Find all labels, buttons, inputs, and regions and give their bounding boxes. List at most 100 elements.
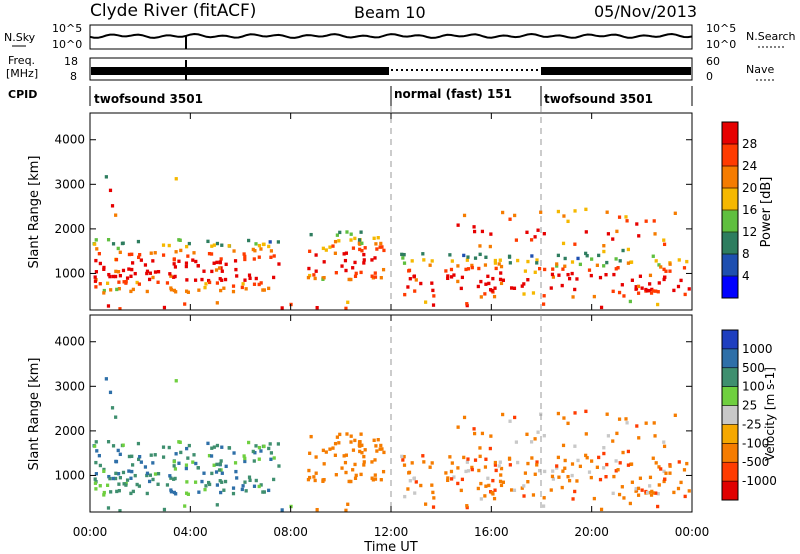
power-cell xyxy=(253,248,257,253)
power-cell xyxy=(484,282,488,286)
colorbar-swatch xyxy=(722,443,738,463)
velocity-cell xyxy=(244,489,248,493)
power-cell xyxy=(185,278,189,282)
power-cell xyxy=(231,284,236,288)
power-cell xyxy=(212,243,216,247)
power-cell xyxy=(478,252,482,257)
velocity-cell xyxy=(344,470,348,475)
power-cell xyxy=(127,252,132,257)
velocity-cell xyxy=(353,438,357,443)
velocity-cell xyxy=(635,424,639,428)
power-cell xyxy=(479,295,483,299)
nave-tick-bottom: 0 xyxy=(706,70,713,83)
power-cell xyxy=(215,260,219,265)
velocity-cell xyxy=(412,476,416,481)
velocity-cell xyxy=(147,479,152,484)
power-cell xyxy=(184,261,189,265)
velocity-cell xyxy=(673,413,677,417)
power-cell xyxy=(308,273,312,278)
power-cell xyxy=(145,271,149,276)
power-cell xyxy=(259,281,263,285)
power-cell xyxy=(450,275,454,279)
velocity-cell xyxy=(268,442,272,446)
velocity-cell xyxy=(541,504,546,508)
velocity-cell xyxy=(617,492,622,497)
power-cell xyxy=(656,302,660,307)
power-cell xyxy=(173,265,178,269)
x-axis-label: Time UT xyxy=(363,540,417,554)
velocity-cell xyxy=(137,484,142,488)
power-cell xyxy=(373,271,377,275)
velocity-cell xyxy=(450,461,454,465)
power-cell xyxy=(172,262,176,266)
velocity-cell xyxy=(193,480,198,484)
velocity-cell xyxy=(535,463,539,467)
velocity-cell xyxy=(487,483,491,488)
power-cell xyxy=(267,286,271,291)
power-cell xyxy=(493,258,497,263)
velocity-cell xyxy=(165,483,170,487)
power-cell xyxy=(578,262,582,267)
velocity-cell xyxy=(676,486,681,491)
velocity-cell xyxy=(491,478,495,483)
velocity-cell xyxy=(501,480,505,484)
power-cell xyxy=(357,238,362,242)
power-cell xyxy=(153,251,157,255)
velocity-cell xyxy=(590,459,594,463)
velocity-cell xyxy=(127,454,132,459)
velocity-y-axis: 1000 2000 3000 4000 xyxy=(54,335,692,482)
velocity-cell xyxy=(143,465,148,469)
velocity-cell xyxy=(550,474,555,479)
velocity-cell xyxy=(512,488,517,492)
velocity-cell xyxy=(247,475,252,479)
velocity-cell xyxy=(95,449,99,453)
power-cell xyxy=(450,259,454,263)
colorbar-tick-label: 25 xyxy=(742,399,757,413)
power-cell xyxy=(406,285,410,289)
power-cell xyxy=(145,289,149,294)
velocity-cell xyxy=(253,450,257,455)
power-cell xyxy=(652,219,656,223)
velocity-cell xyxy=(259,449,263,453)
velocity-cell xyxy=(315,507,319,512)
velocity-cell xyxy=(542,434,546,438)
velocity-cell xyxy=(498,479,503,484)
power-cell xyxy=(257,255,261,259)
velocity-cell xyxy=(184,491,189,495)
velocity-cell xyxy=(525,432,529,437)
freq-band-1 xyxy=(91,67,389,75)
power-cell xyxy=(536,228,540,232)
power-cell xyxy=(634,285,638,289)
velocity-cell xyxy=(173,467,178,471)
velocity-cell xyxy=(219,459,223,463)
power-cell xyxy=(614,257,618,261)
velocity-cell xyxy=(172,464,176,468)
power-heatmap-cells xyxy=(92,175,691,311)
power-panel: 1000 2000 3000 4000 Slant Range [km] 4 8 12 16… xyxy=(27,112,774,311)
power-cell xyxy=(635,222,639,226)
power-cell xyxy=(465,303,469,308)
power-cell xyxy=(117,286,121,291)
power-cell xyxy=(268,240,272,244)
power-cell xyxy=(342,252,346,256)
power-cell xyxy=(254,242,258,246)
velocity-cell xyxy=(145,491,149,496)
power-cell xyxy=(557,273,561,277)
velocity-cell xyxy=(240,487,244,492)
velocity-cell xyxy=(267,446,271,451)
power-cell xyxy=(259,247,263,251)
velocity-cell xyxy=(614,469,618,473)
power-cell xyxy=(262,242,266,247)
power-cell xyxy=(334,271,338,275)
nsearch-tick-bottom: 10^0 xyxy=(706,38,736,51)
power-cell xyxy=(98,282,102,286)
power-cell xyxy=(628,299,632,304)
velocity-cell xyxy=(223,479,228,484)
power-cell xyxy=(662,277,666,282)
power-cell xyxy=(308,249,312,254)
colorbar-swatch xyxy=(722,330,738,350)
velocity-cell xyxy=(272,456,276,460)
velocity-cell xyxy=(634,489,638,493)
power-cell xyxy=(598,275,603,280)
velocity-cell xyxy=(257,484,261,489)
